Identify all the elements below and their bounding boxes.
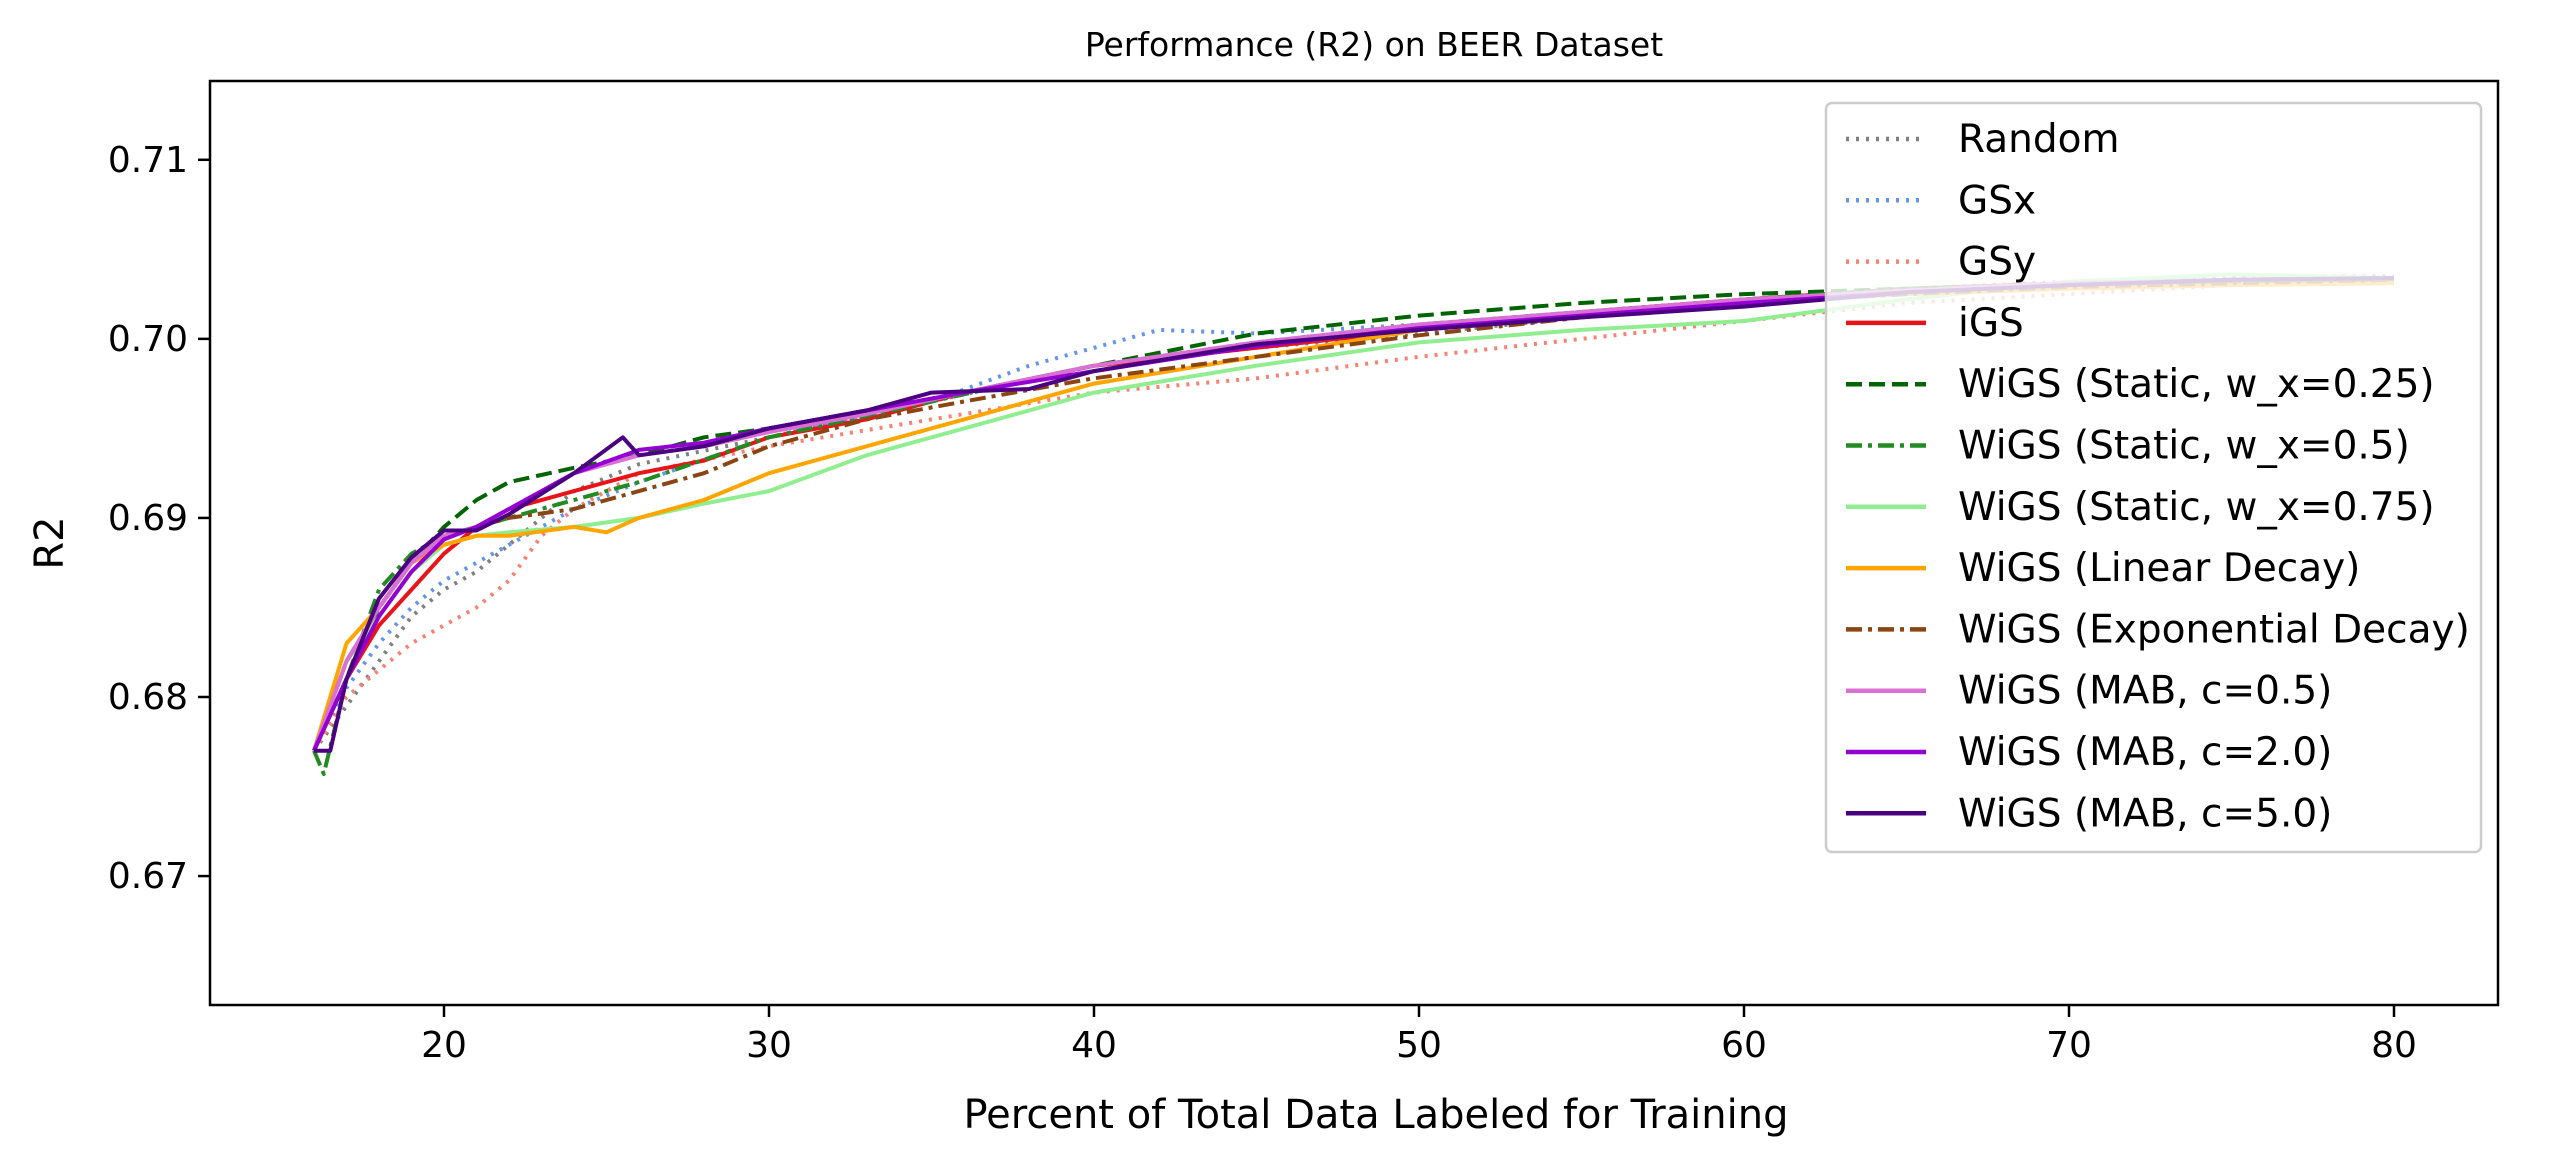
legend-label: WiGS (Linear Decay) (1958, 546, 2360, 591)
plot-frame (208, 79, 2500, 1007)
x-tick-label: 70 (2046, 1025, 2092, 1066)
legend-label: WiGS (Static, w_x=0.75) (1958, 485, 2435, 530)
series-line-11 (314, 276, 2395, 753)
legend-label: WiGS (MAB, c=0.5) (1958, 669, 2332, 714)
x-tick-label: 30 (746, 1025, 792, 1066)
x-tick-label: 20 (421, 1025, 467, 1066)
legend-label: iGS (1958, 301, 2024, 346)
series-line-0 (312, 274, 2394, 752)
legend: Random GSx GSy iGS WiGS (Static, w_x=0.25) Wi… (1824, 101, 2483, 854)
x-tick-label: 60 (1721, 1025, 1767, 1066)
legend-box (1824, 101, 2483, 854)
legend-label: WiGS (Static, w_x=0.25) (1958, 362, 2435, 407)
legend-label: WiGS (MAB, c=5.0) (1958, 791, 2332, 836)
legend-label: WiGS (Exponential Decay) (1958, 607, 2470, 652)
legend-label: Random (1958, 117, 2119, 162)
legend-label: WiGS (Static, w_x=0.5) (1958, 424, 2410, 469)
x-tick-label: 80 (2371, 1025, 2417, 1066)
legend-label: WiGS (MAB, c=2.0) (1958, 730, 2332, 775)
chart-title: Performance (R2) on BEER Dataset (1085, 25, 1663, 64)
y-tick-label: 0.70 (108, 319, 188, 360)
y-tick-label: 0.71 (108, 140, 188, 181)
axis-ticks: 20 30 40 50 60 70 80 0.67 0.68 0.69 0.70 0.71 (108, 140, 2417, 1066)
legend-label: GSy (1958, 240, 2036, 285)
x-axis-label: Percent of Total Data Labeled for Traini… (963, 1092, 1788, 1138)
y-tick-label: 0.68 (108, 677, 188, 718)
y-axis-label: R2 (27, 516, 73, 569)
series-line-1 (312, 277, 2394, 752)
y-tick-label: 0.69 (108, 498, 188, 539)
legend-label: GSx (1958, 178, 2036, 223)
y-tick-label: 0.67 (108, 856, 188, 897)
x-tick-label: 50 (1396, 1025, 1442, 1066)
x-tick-label: 40 (1071, 1025, 1117, 1066)
